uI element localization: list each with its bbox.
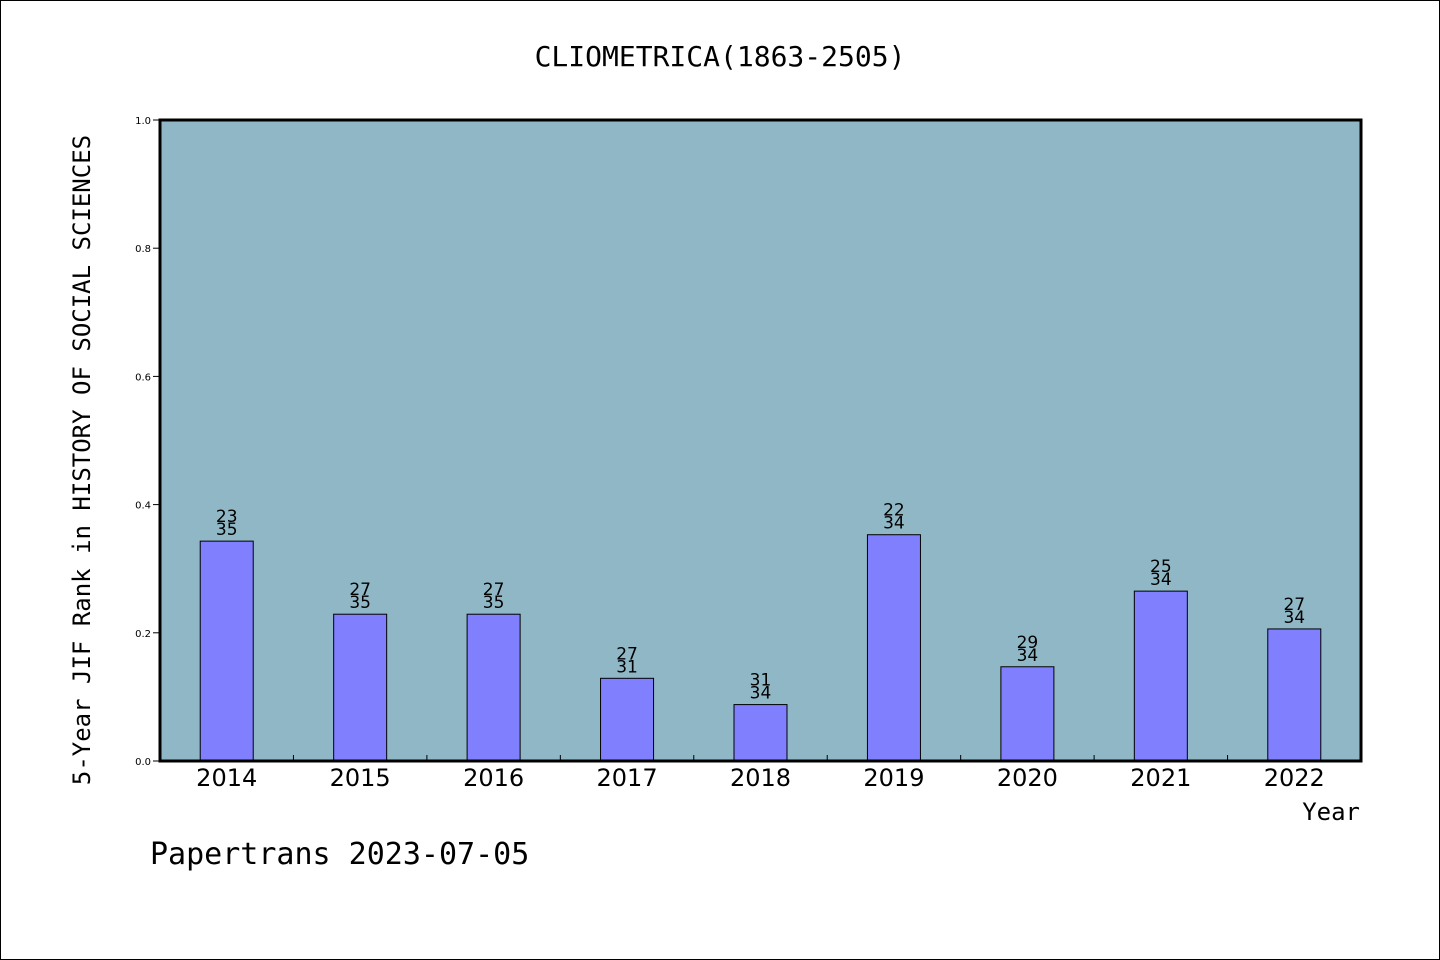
bar-2022 xyxy=(1267,628,1322,762)
bar-total-label: 35 xyxy=(216,520,238,540)
bar-total-label: 34 xyxy=(883,514,905,534)
bar-2020 xyxy=(1000,666,1055,762)
x-tick-label: 2019 xyxy=(863,764,924,792)
y-tick-label: 0.4 xyxy=(135,501,151,512)
bar-2019 xyxy=(866,534,921,762)
x-tick-label: 2018 xyxy=(730,764,791,792)
x-axis-label: Year xyxy=(1302,798,1360,826)
bar-rank-label: 22 xyxy=(883,501,905,521)
bar-rank-label: 23 xyxy=(216,507,238,527)
bar-total-label: 34 xyxy=(1017,646,1039,666)
y-tick-label: 0.8 xyxy=(135,244,151,255)
chart-title: CLIOMETRICA(1863-2505) xyxy=(535,40,906,73)
x-tick-label: 2020 xyxy=(997,764,1058,792)
bar-total-label: 35 xyxy=(349,593,371,613)
bar-2018 xyxy=(733,704,788,762)
y-tick-label: 0.6 xyxy=(135,372,151,383)
bar-2017 xyxy=(600,677,655,762)
bar-rank-label: 25 xyxy=(1150,557,1172,577)
y-axis-label: 5-Year JIF Rank in HISTORY OF SOCIAL SCI… xyxy=(68,135,96,785)
y-tick-label: 0.0 xyxy=(135,757,151,768)
bar-total-label: 34 xyxy=(1283,608,1305,628)
bar-total-label: 31 xyxy=(616,657,638,677)
plot-border xyxy=(158,118,1363,763)
bar-2015 xyxy=(333,613,388,762)
bar-rank-label: 27 xyxy=(483,580,505,600)
x-tick-label: 2022 xyxy=(1264,764,1325,792)
y-tick-label: 0.2 xyxy=(135,629,151,640)
bar-rank-label: 27 xyxy=(1283,595,1305,615)
x-tick-label: 2015 xyxy=(330,764,391,792)
bar-total-label: 34 xyxy=(750,684,772,704)
x-axis: 2014 2015 2016 2017 2018 2019 2020 2021 2022 xyxy=(196,755,1325,792)
x-tick-label: 2017 xyxy=(597,764,658,792)
y-axis: 0.0 0.2 0.4 0.6 0.8 1.0 xyxy=(135,116,160,768)
bar-total-label: 34 xyxy=(1150,570,1172,590)
bar-rank-label: 27 xyxy=(616,644,638,664)
bar-rank-label: 29 xyxy=(1017,633,1039,653)
bar-2016 xyxy=(466,613,521,762)
footer-credit: Papertrans 2023-07-05 xyxy=(150,837,529,872)
bar-2014 xyxy=(199,540,254,762)
y-tick-label: 1.0 xyxy=(135,116,151,127)
bar-rank-label: 31 xyxy=(750,671,772,691)
x-tick-label: 2014 xyxy=(196,764,257,792)
x-tick-label: 2021 xyxy=(1130,764,1191,792)
bar-2021 xyxy=(1133,590,1188,762)
bar-rank-label: 27 xyxy=(349,580,371,600)
bars-group xyxy=(199,534,1322,762)
x-tick-label: 2016 xyxy=(463,764,524,792)
bar-total-label: 35 xyxy=(483,593,505,613)
